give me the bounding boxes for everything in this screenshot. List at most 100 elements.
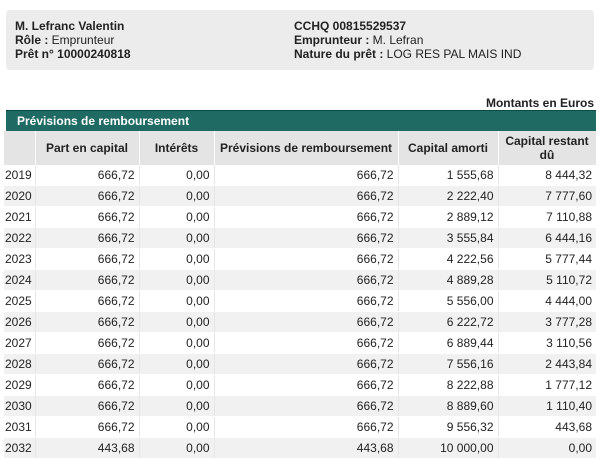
year-cell: 2024 (4, 269, 35, 291)
interest-cell: 0,00 (138, 353, 214, 375)
amortized-cell: 8 222,88 (397, 374, 498, 396)
year-cell: 2028 (4, 353, 35, 375)
loan-number: Prêt n° 10000240818 (15, 47, 131, 61)
interest-cell: 0,00 (138, 311, 214, 333)
remaining-cell: 3 110,56 (497, 332, 596, 354)
borrower-label: Emprunteur : (294, 33, 373, 47)
table-row: 2026 666,72 0,00 666,72 6 222,72 3 777,28 (4, 311, 596, 333)
client-info: M. Lefranc Valentin Rôle : Emprunteur Pr… (15, 19, 131, 61)
year-cell: 2027 (4, 332, 35, 354)
table-row: 2021 666,72 0,00 666,72 2 889,12 7 110,88 (4, 206, 596, 228)
remaining-cell: 7 110,88 (497, 206, 596, 228)
col-interest-header: Intérêts (139, 131, 215, 165)
table-row: 2023 666,72 0,00 666,72 4 222,56 5 777,44 (4, 248, 596, 270)
remaining-cell: 443,68 (497, 416, 596, 438)
remaining-cell: 7 777,60 (497, 185, 596, 207)
forecast-cell: 666,72 (213, 374, 398, 396)
capital-share-cell: 666,72 (34, 311, 139, 333)
capital-share-cell: 666,72 (34, 227, 139, 249)
forecast-cell: 666,72 (213, 227, 398, 249)
remaining-cell: 1 777,12 (497, 374, 596, 396)
table-row: 2030 666,72 0,00 666,72 8 889,60 1 110,40 (4, 395, 596, 417)
forecast-cell: 666,72 (213, 248, 398, 270)
capital-share-cell: 666,72 (34, 269, 139, 291)
remaining-cell: 8 444,32 (497, 165, 596, 186)
remaining-cell: 0,00 (497, 437, 596, 459)
forecast-cell: 666,72 (213, 311, 398, 333)
remaining-cell: 3 777,28 (497, 311, 596, 333)
repayment-forecast-table: Part en capital Intérêts Prévisions de r… (4, 131, 597, 459)
nature-label: Nature du prêt : (294, 47, 387, 61)
remaining-cell: 1 110,40 (497, 395, 596, 417)
amortized-cell: 8 889,60 (397, 395, 498, 417)
amortized-cell: 2 889,12 (397, 206, 498, 228)
amortized-cell: 10 000,00 (397, 437, 498, 459)
year-cell: 2025 (4, 290, 35, 312)
nature-value: LOG RES PAL MAIS IND (386, 47, 522, 61)
table-row: 2032 443,68 0,00 443,68 10 000,00 0,00 (4, 437, 596, 459)
capital-share-cell: 443,68 (34, 437, 139, 459)
col-amortized-header: Capital amorti (398, 131, 499, 165)
remaining-cell: 2 443,84 (497, 353, 596, 375)
capital-share-cell: 666,72 (34, 332, 139, 354)
amortized-cell: 6 889,44 (397, 332, 498, 354)
interest-cell: 0,00 (138, 165, 214, 186)
interest-cell: 0,00 (138, 395, 214, 417)
capital-share-cell: 666,72 (34, 353, 139, 375)
account-info: CCHQ 00815529537 Emprunteur : M. Lefran … (294, 19, 521, 61)
interest-cell: 0,00 (138, 227, 214, 249)
amortized-cell: 2 222,40 (397, 185, 498, 207)
capital-share-cell: 666,72 (34, 185, 139, 207)
interest-cell: 0,00 (138, 269, 214, 291)
forecast-cell: 666,72 (213, 332, 398, 354)
capital-share-cell: 666,72 (34, 206, 139, 228)
interest-cell: 0,00 (138, 206, 214, 228)
interest-cell: 0,00 (138, 332, 214, 354)
forecast-cell: 666,72 (213, 165, 398, 186)
remaining-cell: 5 777,44 (497, 248, 596, 270)
table-row: 2027 666,72 0,00 666,72 6 889,44 3 110,56 (4, 332, 596, 354)
year-cell: 2023 (4, 248, 35, 270)
currency-units-label: Montants en Euros (485, 96, 594, 110)
remaining-cell: 4 444,00 (497, 290, 596, 312)
capital-share-cell: 666,72 (34, 395, 139, 417)
table-row: 2020 666,72 0,00 666,72 2 222,40 7 777,60 (4, 185, 596, 207)
borrower-value: M. Lefran (372, 33, 424, 47)
forecast-cell: 666,72 (213, 290, 398, 312)
borrower-line: Emprunteur : M. Lefran (294, 33, 521, 47)
year-cell: 2022 (4, 227, 35, 249)
cchq-number: CCHQ 00815529537 (294, 19, 407, 33)
interest-cell: 0,00 (138, 248, 214, 270)
role-line: Rôle : Emprunteur (15, 33, 131, 47)
table-header-row: Part en capital Intérêts Prévisions de r… (4, 131, 597, 165)
year-cell: 2032 (4, 437, 35, 459)
year-cell: 2019 (4, 165, 35, 186)
amortized-cell: 4 222,56 (397, 248, 498, 270)
capital-share-cell: 666,72 (34, 248, 139, 270)
forecast-cell: 443,68 (213, 437, 398, 459)
table-row: 2019 666,72 0,00 666,72 1 555,68 8 444,32 (4, 165, 596, 186)
year-cell: 2029 (4, 374, 35, 396)
forecast-cell: 666,72 (213, 395, 398, 417)
nature-line: Nature du prêt : LOG RES PAL MAIS IND (294, 47, 521, 61)
year-cell: 2021 (4, 206, 35, 228)
section-header: Prévisions de remboursement (6, 110, 596, 131)
forecast-cell: 666,72 (213, 185, 398, 207)
table-row: 2024 666,72 0,00 666,72 4 889,28 5 110,72 (4, 269, 596, 291)
amortized-cell: 7 556,16 (397, 353, 498, 375)
interest-cell: 0,00 (138, 290, 214, 312)
table-row: 2029 666,72 0,00 666,72 8 222,88 1 777,12 (4, 374, 596, 396)
amortized-cell: 1 555,68 (397, 165, 498, 186)
role-label: Rôle : (15, 33, 52, 47)
amortized-cell: 3 555,84 (397, 227, 498, 249)
col-capital-share-header: Part en capital (35, 131, 140, 165)
amortized-cell: 4 889,28 (397, 269, 498, 291)
forecast-cell: 666,72 (213, 269, 398, 291)
capital-share-cell: 666,72 (34, 290, 139, 312)
table-row: 2031 666,72 0,00 666,72 9 556,32 443,68 (4, 416, 596, 438)
client-name: M. Lefranc Valentin (15, 19, 125, 33)
loan-info-panel: M. Lefranc Valentin Rôle : Emprunteur Pr… (6, 10, 594, 70)
capital-share-cell: 666,72 (34, 165, 139, 186)
interest-cell: 0,00 (138, 437, 214, 459)
year-cell: 2020 (4, 185, 35, 207)
